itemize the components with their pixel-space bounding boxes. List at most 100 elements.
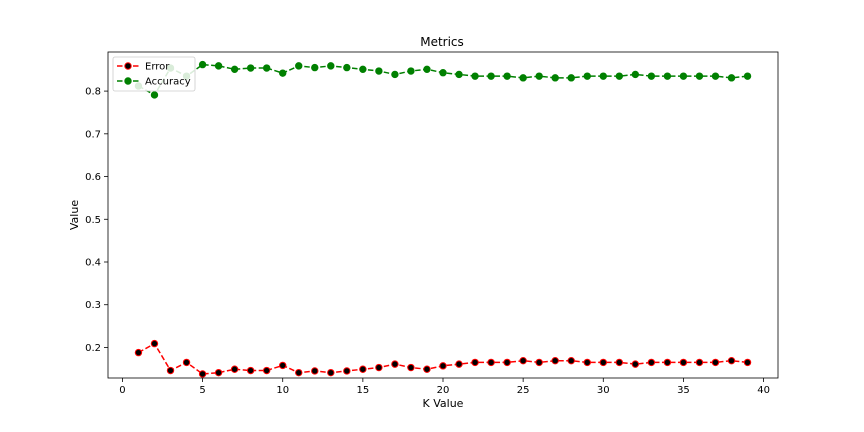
y-tick-label: 0.4 (85, 257, 101, 268)
error-point (150, 339, 159, 348)
error-point (311, 367, 319, 375)
x-tick-label: 20 (437, 385, 450, 396)
legend-marker-accuracy (124, 77, 132, 85)
legend-label-error: Error (145, 62, 170, 73)
accuracy-point (359, 65, 367, 74)
x-tick-label: 30 (597, 385, 610, 396)
error-point (727, 356, 736, 365)
error-point (343, 367, 351, 375)
error-point (295, 368, 303, 377)
y-axis-label: Value (68, 200, 81, 230)
error-point (359, 365, 367, 373)
error-point (647, 358, 656, 367)
accuracy-point (551, 74, 559, 82)
accuracy-point (631, 70, 640, 79)
x-tick-label: 10 (276, 385, 289, 396)
error-point (439, 362, 447, 370)
accuracy-point (327, 62, 335, 70)
error-point (262, 366, 271, 375)
accuracy-point (471, 72, 479, 80)
y-axis: 0.2 0.3 0.4 0.5 0.6 0.7 0.8 (85, 87, 108, 354)
error-point (487, 358, 495, 367)
error-point (503, 358, 511, 367)
error-point (695, 358, 704, 367)
error-point (743, 358, 752, 367)
accuracy-point (599, 72, 607, 80)
error-point (407, 363, 415, 372)
error-point (182, 358, 191, 367)
error-point (679, 358, 688, 367)
error-point (567, 356, 575, 365)
accuracy-point (487, 72, 495, 80)
error-point (711, 358, 720, 367)
error-point (535, 358, 543, 367)
accuracy-point (230, 65, 239, 74)
error-point (327, 368, 335, 377)
error-point (663, 358, 672, 367)
x-tick-label: 40 (757, 385, 770, 396)
error-point (246, 366, 255, 375)
accuracy-point (198, 60, 207, 69)
error-point (455, 360, 463, 368)
x-tick-label: 25 (517, 385, 530, 396)
error-point (230, 365, 239, 373)
accuracy-point (503, 72, 511, 80)
accuracy-point (679, 72, 688, 80)
accuracy-point (246, 64, 255, 72)
accuracy-point (615, 72, 624, 80)
x-axis: 0 5 10 15 20 25 30 35 40 (119, 378, 770, 396)
error-point (279, 361, 287, 370)
error-point (519, 356, 527, 365)
error-point (214, 368, 223, 377)
x-tick-label: 0 (119, 385, 125, 396)
accuracy-point (647, 72, 656, 80)
error-point (615, 358, 624, 367)
accuracy-point (391, 70, 399, 79)
accuracy-point (567, 74, 575, 82)
accuracy-point (407, 67, 415, 75)
accuracy-point (663, 72, 672, 80)
x-axis-label: K Value (423, 397, 464, 410)
x-tick-label: 35 (677, 385, 690, 396)
accuracy-point (295, 62, 303, 70)
accuracy-point (279, 69, 287, 77)
legend: Error Accuracy (112, 56, 196, 92)
x-tick-label: 5 (199, 385, 205, 396)
y-tick-label: 0.6 (85, 172, 101, 183)
accuracy-point (727, 74, 736, 82)
y-tick-label: 0.7 (85, 129, 101, 140)
error-point (375, 363, 383, 372)
chart-title: Metrics (420, 35, 464, 49)
x-tick-label: 15 (356, 385, 369, 396)
error-point (599, 358, 607, 367)
accuracy-point (711, 72, 720, 80)
error-point (583, 358, 591, 367)
accuracy-point (423, 65, 431, 74)
accuracy-point (439, 69, 447, 77)
y-tick-label: 0.3 (85, 300, 101, 311)
error-point (166, 366, 175, 375)
legend-label-accuracy: Accuracy (145, 77, 191, 88)
accuracy-point (311, 63, 319, 72)
accuracy-point (214, 62, 223, 70)
accuracy-point (583, 72, 591, 80)
accuracy-point (343, 63, 351, 72)
accuracy-point (743, 72, 752, 80)
legend-marker-error (124, 62, 132, 70)
error-point (631, 360, 640, 368)
accuracy-point (535, 72, 543, 80)
y-tick-label: 0.2 (85, 343, 101, 354)
error-point (198, 370, 207, 378)
y-tick-label: 0.5 (85, 215, 101, 226)
error-point (134, 348, 143, 357)
y-tick-label: 0.8 (85, 87, 101, 98)
accuracy-point (519, 74, 527, 82)
error-point (551, 356, 559, 365)
error-point (471, 358, 479, 367)
accuracy-point (455, 70, 463, 79)
error-point (391, 360, 399, 368)
accuracy-point (695, 72, 704, 80)
error-point (423, 365, 431, 373)
accuracy-point (262, 64, 271, 72)
